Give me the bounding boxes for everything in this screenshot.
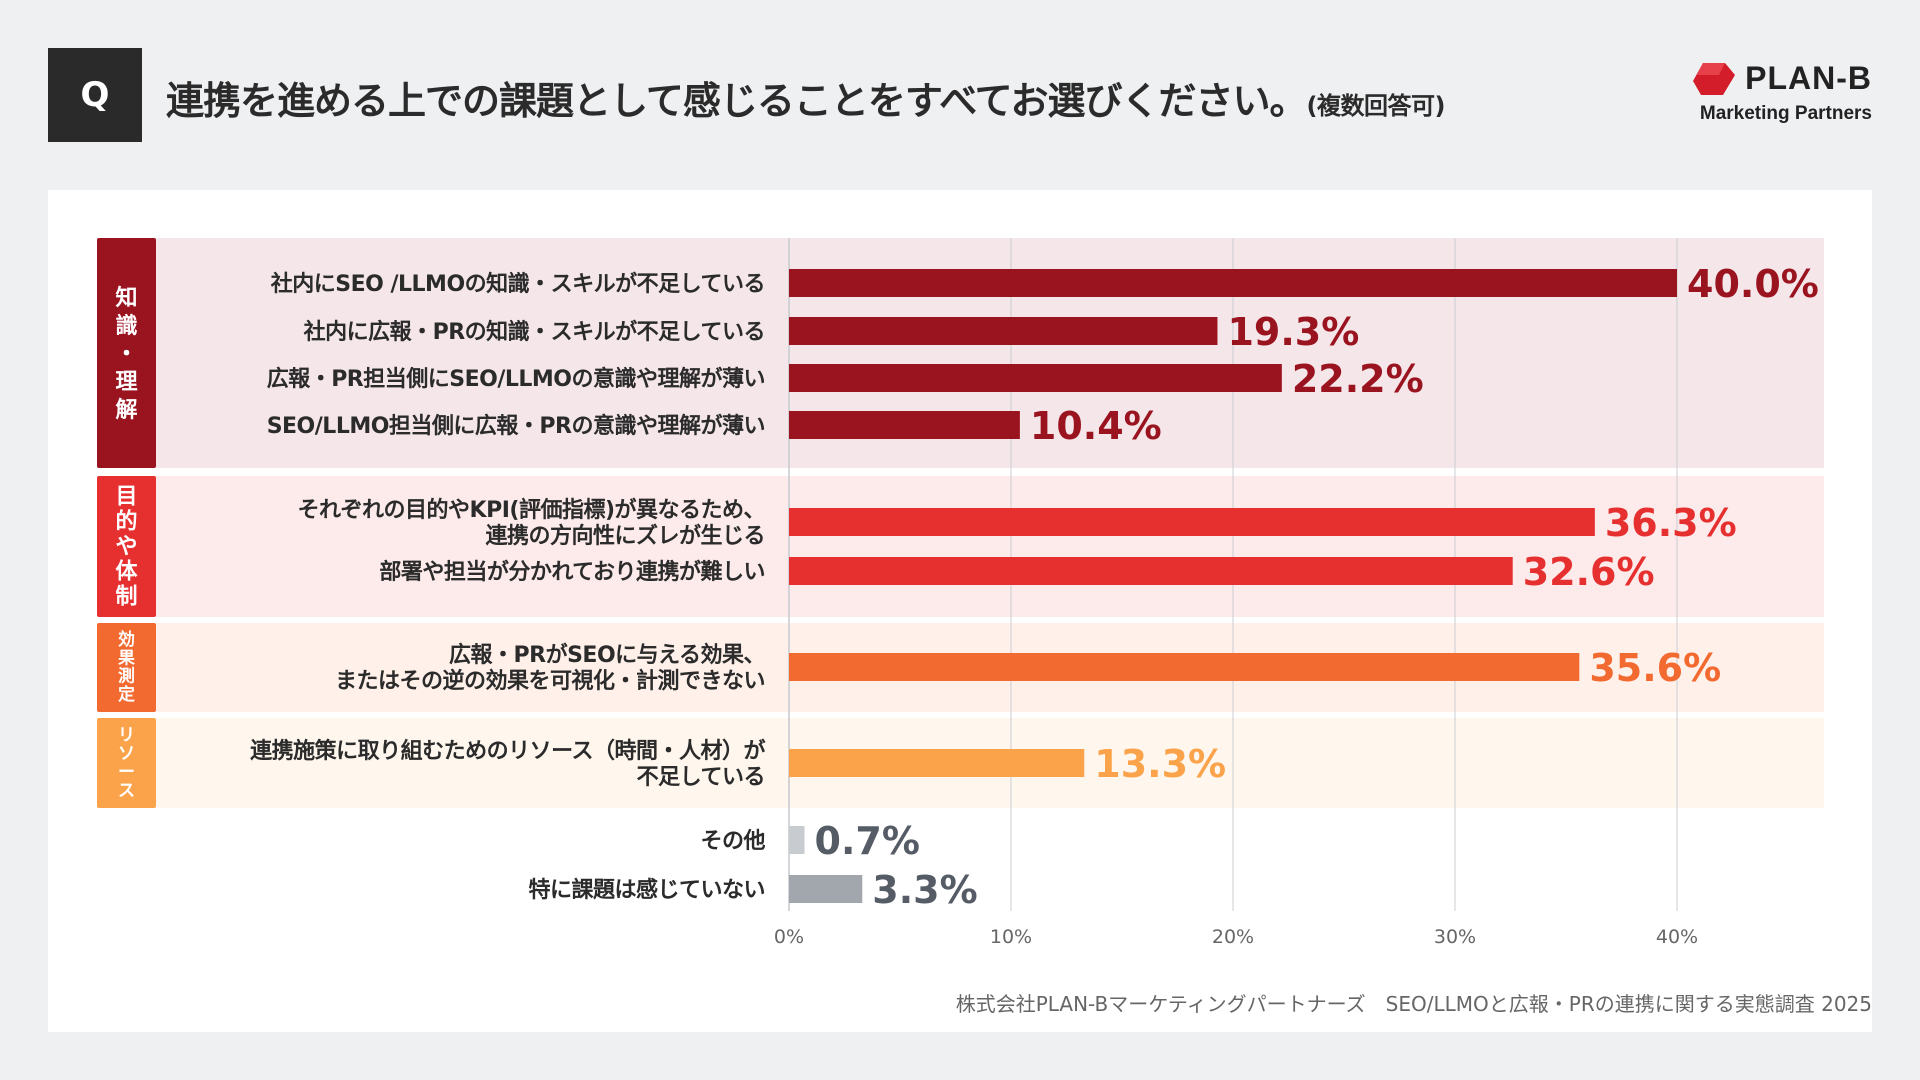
value-label: 35.6% — [1589, 646, 1721, 690]
category-label: それぞれの目的やKPI(評価指標)が異なるため、 — [298, 497, 765, 523]
bar — [789, 653, 1580, 681]
category-label: 連携の方向性にズレが生じる — [485, 523, 765, 549]
group-tab — [97, 476, 156, 617]
logo-subtitle: Marketing Partners — [1699, 103, 1872, 124]
chart-card: 0% 10% 20% 30% 40% 知識・理解目的や体制効果測定リソース 社内にSEO /… — [48, 190, 1872, 1032]
value-label: 13.3% — [1094, 742, 1226, 786]
category-label: 広報・PR担当側にSEO/LLMOの意識や理解が薄い — [267, 366, 765, 392]
question-badge-label: Q — [80, 75, 110, 115]
bar — [789, 508, 1595, 536]
category-label: 社内にSEO /LLMOの知識・スキルが不足している — [271, 271, 765, 297]
x-tick-label: 20% — [1212, 926, 1254, 948]
x-tick-label: 40% — [1656, 926, 1698, 948]
value-label: 36.3% — [1605, 501, 1737, 545]
category-label: 不足している — [637, 765, 765, 790]
category-label: 広報・PRがSEOに与える効果、 — [449, 642, 765, 668]
bar — [789, 269, 1677, 297]
bar — [789, 557, 1513, 585]
source-footer: 株式会社PLAN-Bマーケティングパートナーズ SEO/LLMOと広報・PRの連… — [955, 992, 1872, 1016]
value-label: 0.7% — [815, 819, 920, 863]
bar — [789, 364, 1282, 392]
category-label: SEO/LLMO担当側に広報・PRの意識や理解が薄い — [267, 413, 765, 439]
x-tick-label: 30% — [1434, 926, 1476, 948]
group-label: 効果測定 — [118, 629, 135, 704]
bar — [789, 749, 1085, 777]
value-label: 19.3% — [1227, 310, 1359, 354]
category-label: その他 — [700, 829, 765, 854]
category-label: またはその逆の効果を可視化・計測できない — [335, 668, 765, 694]
question-badge: Q — [48, 48, 142, 142]
bar — [789, 826, 805, 854]
x-tick-label: 0% — [774, 926, 804, 948]
value-label: 10.4% — [1030, 404, 1162, 448]
category-label: 連携施策に取り組むためのリソース（時間・人材）が — [250, 738, 765, 764]
group-tab — [97, 718, 156, 808]
logo-name: PLAN-B — [1745, 60, 1872, 96]
category-label: 社内に広報・PRの知識・スキルが不足している — [304, 319, 765, 345]
question-title-text: 連携を進める上での課題として感じることをすべてお選びください。 — [166, 79, 1308, 123]
question-title-note: (複数回答可) — [1306, 92, 1446, 120]
group-tab — [97, 238, 156, 468]
bar — [789, 317, 1218, 345]
value-label: 22.2% — [1292, 357, 1424, 401]
value-label: 40.0% — [1687, 262, 1819, 306]
value-label: 3.3% — [872, 868, 977, 912]
group-label: リソース — [118, 725, 135, 801]
category-label: 部署や担当が分かれており連携が難しい — [379, 559, 765, 585]
plan-b-logo-icon — [1693, 62, 1736, 95]
value-label: 32.6% — [1523, 550, 1655, 594]
group-tab — [97, 623, 156, 712]
question-title: 連携を進める上での課題として感じることをすべてお選びください。(複数回答可) — [166, 70, 1446, 123]
group-label: 知識・理解 — [115, 285, 137, 423]
category-label: 特に課題は感じていない — [528, 877, 765, 903]
x-tick-label: 10% — [990, 926, 1032, 948]
group-band — [156, 476, 1824, 617]
bar — [789, 875, 863, 903]
bar — [789, 411, 1020, 439]
brand-logo: PLAN-B Marketing Partners — [1693, 60, 1872, 125]
group-label: 目的や体制 — [115, 485, 138, 610]
